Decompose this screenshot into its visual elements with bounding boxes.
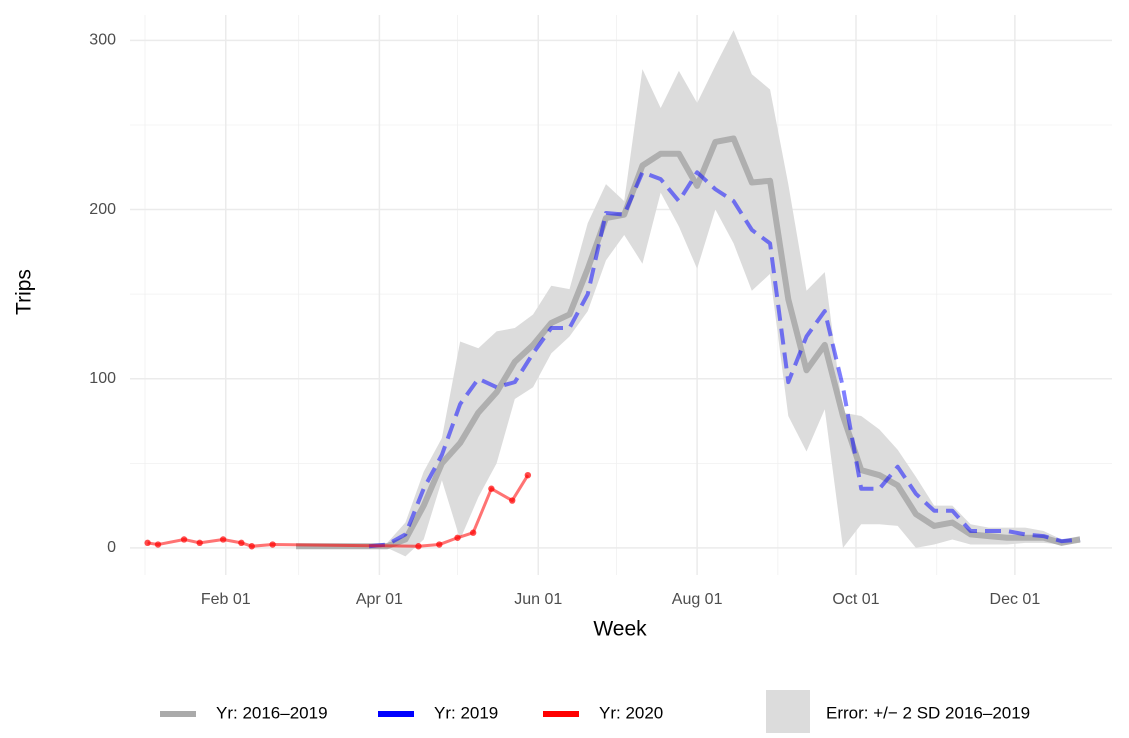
data-point — [436, 541, 443, 548]
y-axis-title: Trips — [13, 269, 36, 315]
x-tick-label: Dec 01 — [990, 591, 1041, 608]
legend-label: Yr: 2016–2019 — [216, 703, 328, 722]
error-ribbon — [296, 30, 1080, 557]
data-point — [524, 471, 532, 479]
data-point — [180, 536, 188, 543]
x-tick-label: Apr 01 — [356, 591, 403, 608]
data-point — [269, 541, 276, 548]
data-point — [454, 534, 461, 541]
legend-label: Yr: 2019 — [434, 703, 498, 722]
y-tick-label: 300 — [89, 32, 116, 49]
legend-label: Error: +/− 2 SD 2016–2019 — [826, 703, 1030, 722]
data-point — [509, 497, 516, 504]
series-line — [296, 135, 1081, 550]
x-tick-label: Aug 01 — [672, 591, 723, 608]
x-tick-label: Feb 01 — [201, 591, 251, 608]
x-axis-title: Week — [593, 618, 647, 641]
data-point — [219, 536, 227, 543]
x-tick-label: Oct 01 — [832, 591, 879, 608]
data-point — [415, 543, 422, 550]
data-point — [248, 543, 255, 550]
data-point — [196, 539, 203, 547]
data-point — [488, 485, 495, 492]
legend-label: Yr: 2020 — [599, 703, 663, 722]
series-line — [368, 170, 1081, 549]
x-tick-label: Jun 01 — [514, 591, 562, 608]
data-point — [469, 529, 477, 536]
y-tick-label: 0 — [107, 539, 116, 556]
y-tick-label: 200 — [89, 201, 116, 218]
y-tick-label: 100 — [89, 370, 116, 387]
data-point — [238, 539, 245, 547]
data-point — [154, 541, 162, 548]
data-point — [144, 539, 151, 547]
legend-key — [766, 690, 810, 735]
